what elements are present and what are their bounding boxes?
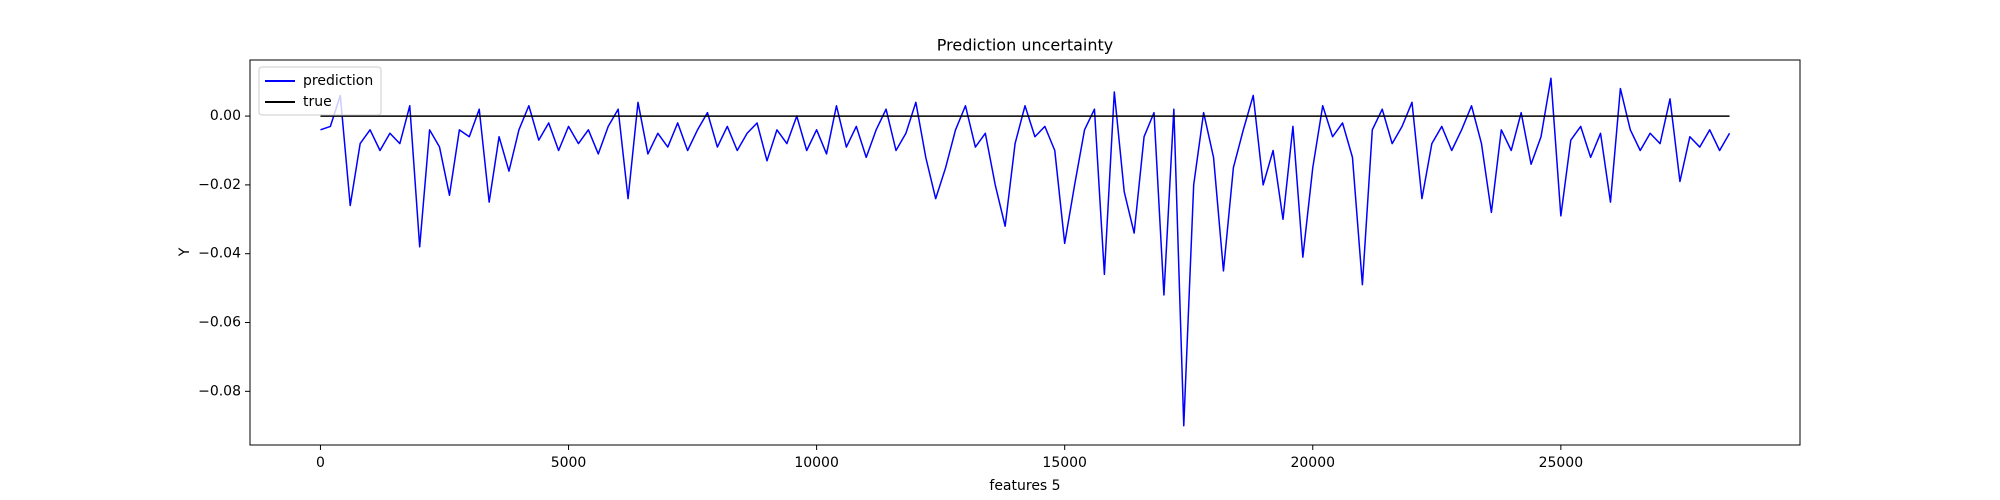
x-axis-label: features 5: [989, 478, 1060, 494]
y-axis-label: Y: [177, 247, 193, 257]
x-tick-label: 5000: [551, 455, 587, 471]
y-tick-label: −0.04: [198, 246, 241, 262]
legend-label: prediction: [303, 73, 373, 89]
x-tick-label: 10000: [794, 455, 839, 471]
chart-title: Prediction uncertainty: [937, 36, 1113, 55]
x-tick-label: 0: [316, 455, 325, 471]
legend-label: true: [303, 94, 332, 110]
y-tick-label: 0.00: [210, 108, 241, 124]
series-line: [320, 77, 1731, 427]
y-tick-label: −0.08: [198, 383, 241, 399]
y-tick-label: −0.06: [198, 315, 241, 331]
y-tick-label: −0.02: [198, 177, 241, 193]
x-tick-label: 25000: [1539, 455, 1584, 471]
plot-frame: [249, 59, 1801, 446]
x-tick-label: 15000: [1042, 455, 1087, 471]
x-tick-label: 20000: [1290, 455, 1335, 471]
